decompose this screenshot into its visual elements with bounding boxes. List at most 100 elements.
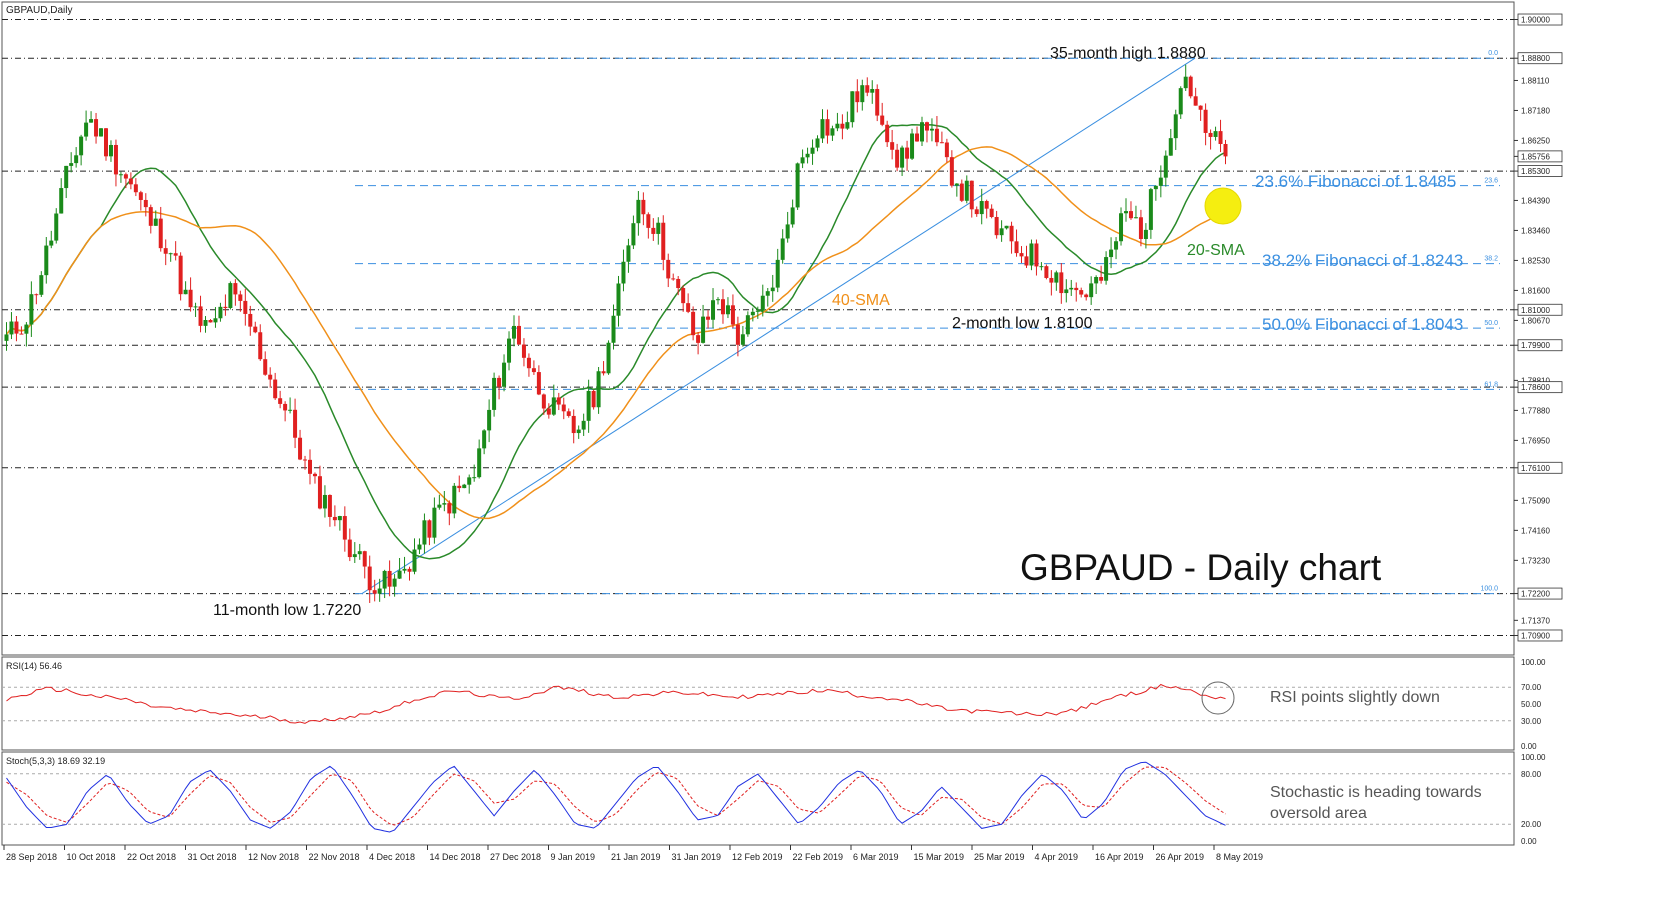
candle-body: [173, 253, 178, 256]
candle-body: [775, 259, 780, 288]
candle-body: [790, 207, 795, 225]
candle-body: [283, 403, 288, 411]
candle-body: [322, 494, 327, 509]
horizontal-levels: 0.0 23.6 38.2 50.0 61.8 100.0: [2, 19, 1514, 636]
candle-body: [541, 394, 546, 409]
candle-body: [4, 334, 9, 341]
price-label-box: [1517, 461, 1563, 474]
candle-body: [327, 494, 332, 517]
candles-layer: [4, 64, 1228, 603]
candle-body: [924, 122, 929, 131]
candle-body: [621, 261, 626, 284]
candle-body: [84, 122, 89, 137]
price-tick-label: 1.79900: [1521, 341, 1550, 350]
price-tick-label: 1.86250: [1521, 136, 1550, 145]
candle-body: [1143, 229, 1148, 239]
candle-body: [755, 310, 760, 312]
candle-body: [895, 149, 900, 168]
candle-body: [108, 144, 113, 157]
price-tick-label: 1.75090: [1521, 496, 1550, 505]
price-tick-label: 1.85300: [1521, 167, 1550, 176]
candle-body: [1163, 155, 1168, 178]
candle-body: [959, 183, 964, 201]
date-tick-label: 25 Mar 2019: [974, 852, 1025, 862]
candle-body: [745, 315, 750, 335]
stoch-title: Stoch(5,3,3) 18.69 32.19: [6, 756, 105, 766]
candle-body: [118, 174, 123, 176]
candle-body: [437, 504, 442, 508]
candle-body: [99, 128, 104, 137]
candle-body: [1009, 225, 1014, 242]
candle-body: [228, 283, 233, 309]
date-tick-label: 22 Nov 2018: [309, 852, 360, 862]
date-tick-label: 10 Oct 2018: [67, 852, 116, 862]
candle-body: [477, 448, 482, 478]
candle-body: [910, 133, 915, 159]
candle-body: [303, 459, 308, 461]
candle-body: [999, 228, 1004, 236]
stoch-tick-label: 20.00: [1521, 820, 1542, 829]
date-tick-label: 26 Apr 2019: [1156, 852, 1205, 862]
sma40-label: 40-SMA: [832, 292, 890, 309]
rsi-note: RSI points slightly down: [1270, 689, 1440, 706]
candle-body: [1178, 88, 1183, 115]
candle-body: [725, 305, 730, 315]
price-tick-label: 1.78810: [1521, 376, 1550, 385]
price-axis: 1.90000 1.88800 1.88110 1.87180 1.86250 1.857…: [1514, 13, 1563, 642]
candle-body: [447, 503, 452, 514]
low-annotation: 11-month low 1.7220: [213, 602, 361, 619]
candle-body: [735, 324, 740, 345]
candle-body: [860, 85, 865, 103]
candle-body: [691, 311, 696, 336]
candle-body: [1064, 289, 1069, 294]
candle-body: [258, 332, 263, 360]
price-tick-label: 1.82530: [1521, 256, 1550, 265]
price-label-box: [1517, 587, 1563, 600]
candle-body: [1109, 249, 1114, 258]
candle-body: [740, 334, 745, 345]
candle-body: [1054, 272, 1059, 283]
candle-body: [1089, 283, 1094, 298]
rsi-layer: 100.00 70.00 50.00 30.00 0.00: [2, 658, 1546, 751]
fib236-label: 23.6% Fibonacci of 1.8485: [1255, 172, 1456, 191]
candle-body: [1019, 253, 1024, 257]
candle-body: [720, 299, 725, 315]
rsi-tick-label: 0.00: [1521, 742, 1537, 751]
candle-body: [293, 409, 298, 438]
candle-body: [800, 157, 805, 164]
fib382-label: 38.2% Fibonacci of 1.8243: [1262, 251, 1463, 270]
candle-body: [706, 316, 711, 320]
candle-body: [1104, 257, 1109, 281]
price-tick-label: 1.72200: [1521, 590, 1550, 599]
candle-body: [502, 362, 507, 387]
candle-body: [432, 507, 437, 538]
date-tick-label: 16 Apr 2019: [1095, 852, 1144, 862]
candle-body: [651, 227, 656, 234]
date-tick-label: 12 Feb 2019: [732, 852, 783, 862]
candle-body: [576, 429, 581, 434]
candle-body: [233, 283, 238, 295]
candle-body: [929, 128, 934, 131]
candle-body: [203, 320, 208, 326]
candle-body: [467, 477, 472, 485]
candle-body: [79, 136, 84, 156]
candle-body: [646, 214, 651, 228]
stoch-note-line1: Stochastic is heading towards: [1270, 784, 1482, 801]
candle-body: [626, 245, 631, 262]
candle-body: [561, 404, 566, 412]
candle-body: [601, 371, 606, 374]
candle-body: [238, 294, 243, 301]
candle-body: [357, 551, 362, 555]
price-tick-label: 1.71370: [1521, 616, 1550, 625]
candle-body: [387, 570, 392, 587]
date-tick-label: 22 Oct 2018: [127, 852, 176, 862]
sma20-label: 20-SMA: [1187, 242, 1245, 259]
candle-body: [1059, 272, 1064, 294]
rsi-line: [6, 683, 1226, 724]
candle-body: [716, 299, 720, 301]
price-tick-label: 1.85756: [1521, 152, 1550, 161]
candle-body: [835, 123, 840, 129]
candle-body: [765, 291, 770, 296]
